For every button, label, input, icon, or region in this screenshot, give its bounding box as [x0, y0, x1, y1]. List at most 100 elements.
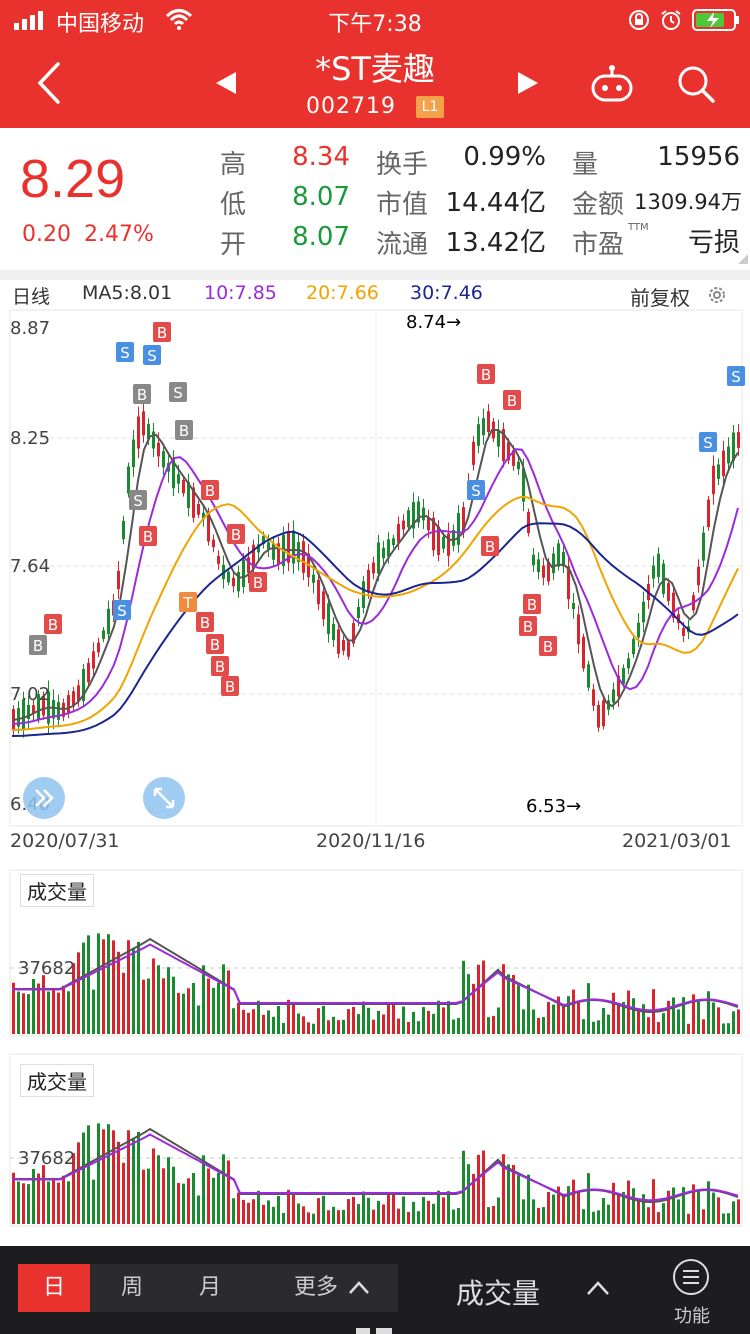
back-icon[interactable]	[30, 60, 70, 106]
volume-bar	[97, 933, 100, 1034]
candle-body	[627, 658, 630, 669]
previous-stock-icon[interactable]	[214, 70, 240, 96]
volume-bar	[47, 1181, 50, 1224]
volume-bar	[697, 1001, 700, 1034]
volume-bar	[242, 1009, 245, 1034]
volume-bar	[502, 964, 505, 1034]
volume-bar	[22, 1183, 25, 1224]
volume-bar	[682, 1187, 685, 1224]
candle-body	[207, 511, 210, 542]
volume-bar	[667, 1190, 670, 1224]
volume-bar	[632, 1188, 635, 1224]
price-change: 0.20	[22, 222, 71, 247]
volume-bar	[112, 1130, 115, 1224]
candle-body	[127, 466, 130, 494]
period-more-tab[interactable]: 更多	[293, 1275, 338, 1300]
volume-bar	[552, 1004, 555, 1034]
gear-icon[interactable]	[706, 284, 728, 306]
date-label: 2021/03/01	[622, 830, 732, 852]
volume-bar	[507, 974, 510, 1034]
volume-bar	[592, 1211, 595, 1224]
volume-bar	[627, 1180, 630, 1224]
volume-bar	[682, 997, 685, 1034]
volume-bar	[27, 1184, 30, 1224]
volume-bar	[262, 1204, 265, 1224]
signal-badge	[143, 345, 161, 365]
candle-body	[312, 574, 315, 583]
signal-badge	[113, 600, 131, 620]
volume-bar	[317, 1008, 320, 1034]
volume-panel-frame	[9, 1053, 743, 1227]
volume-bar	[542, 1207, 545, 1224]
volume-bar	[732, 1201, 735, 1224]
signal-badge-letter: B	[231, 526, 241, 544]
volume-bar	[517, 985, 520, 1034]
candle-body	[227, 571, 230, 583]
volume-bar	[637, 1009, 640, 1034]
volume-tick: 37682	[18, 1148, 76, 1169]
low-value: 8.07	[292, 182, 350, 212]
candle-body	[67, 695, 70, 714]
period-day-tab[interactable]: 日	[18, 1264, 90, 1312]
menu-icon[interactable]	[672, 1258, 710, 1296]
volume-bar	[142, 1169, 145, 1224]
adjust-mode[interactable]: 前复权	[630, 286, 690, 310]
volume-bar	[97, 1123, 100, 1224]
next-stock-icon[interactable]	[514, 70, 540, 96]
volume-bar	[332, 1016, 335, 1034]
volume-panel-title[interactable]: 成交量	[20, 1064, 94, 1097]
chevron-up-icon[interactable]	[586, 1278, 610, 1298]
volume-bar	[52, 1177, 55, 1224]
volume-bar	[522, 1009, 525, 1034]
candle-body	[397, 523, 400, 543]
function-label[interactable]: 功能	[674, 1306, 710, 1327]
volume-bar	[162, 1168, 165, 1224]
period-selector: 日 周 月 更多	[18, 1264, 398, 1312]
volume-bar	[82, 1132, 85, 1224]
expand-corner-icon[interactable]	[734, 250, 748, 264]
candle-body	[637, 622, 640, 638]
candle-body	[477, 424, 480, 446]
signal-badge	[727, 366, 745, 386]
period-label[interactable]: 日线	[12, 286, 51, 308]
search-icon[interactable]	[676, 64, 716, 104]
candle-body	[122, 520, 125, 540]
robot-assistant-icon[interactable]	[590, 64, 634, 104]
volume-bar	[727, 1023, 730, 1034]
volume-bar	[352, 1006, 355, 1034]
volume-bar	[187, 988, 190, 1034]
candle-body	[457, 513, 460, 545]
candle-body	[502, 429, 505, 461]
volume-bar	[137, 1131, 140, 1224]
volume-bar	[532, 1009, 535, 1034]
signal-badge-letter: S	[173, 384, 183, 402]
volume-bar	[737, 1009, 740, 1034]
volume-bar	[702, 1209, 705, 1224]
candle-body	[717, 464, 720, 479]
volume-bar	[337, 1210, 340, 1224]
volume-bar	[147, 1168, 150, 1224]
candle-body	[402, 520, 405, 530]
volume-bar	[577, 1191, 580, 1224]
candle-body	[722, 450, 725, 477]
volume-panel-title[interactable]: 成交量	[20, 874, 94, 907]
signal-badge-letter: S	[120, 344, 130, 362]
chevron-up-icon[interactable]	[348, 1278, 370, 1296]
volume-bar	[252, 1009, 255, 1034]
volume-bar	[172, 1166, 175, 1224]
candle-body	[152, 431, 155, 449]
candle-body	[662, 563, 665, 594]
period-month-tab[interactable]: 月	[198, 1275, 221, 1300]
volume-bar	[622, 1191, 625, 1224]
fullscreen-icon[interactable]	[142, 776, 186, 820]
signal-badge-letter: B	[527, 596, 537, 614]
candle-body	[617, 675, 620, 697]
indicator-selector[interactable]: 成交量	[456, 1277, 541, 1310]
volume-bar	[122, 972, 125, 1034]
candle-body	[472, 441, 475, 465]
period-week-tab[interactable]: 周	[120, 1275, 143, 1300]
scroll-left-icon[interactable]	[22, 776, 66, 820]
volume-bar	[202, 1155, 205, 1224]
volume-bar	[137, 941, 140, 1034]
